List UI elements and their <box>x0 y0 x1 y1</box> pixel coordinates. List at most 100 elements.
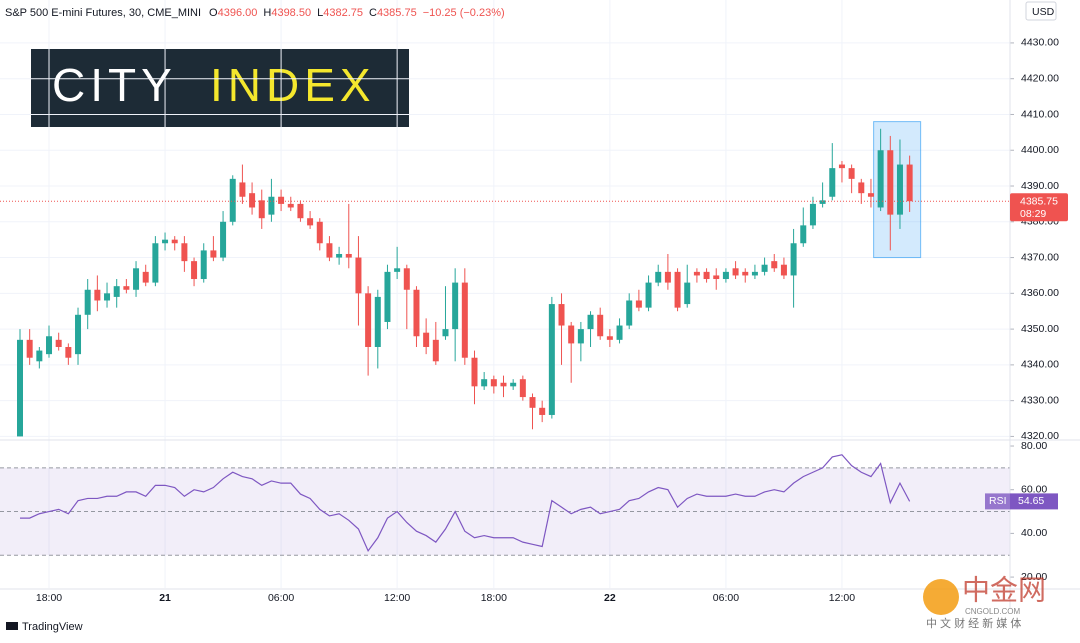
countdown: 08:29 <box>1020 208 1046 220</box>
header-part: C <box>369 7 377 19</box>
candle-body <box>268 196 275 215</box>
candle-body <box>471 357 478 387</box>
candle-body <box>123 286 130 290</box>
y-tick-label: 4400.00 <box>1021 144 1059 156</box>
x-tick-label: 18:00 <box>36 592 62 604</box>
candle-body <box>558 304 565 326</box>
candle-body <box>577 329 584 344</box>
x-tick-label: 06:00 <box>713 592 739 604</box>
candle-body <box>684 282 691 305</box>
candle-body <box>336 253 343 258</box>
rsi-value: 54.65 <box>1018 495 1044 507</box>
candle-body <box>355 257 362 294</box>
y-tick-label: 4410.00 <box>1021 108 1059 120</box>
y-tick-label: 20.00 <box>1021 571 1047 583</box>
candle-body <box>771 261 778 269</box>
logo-word: CITY <box>52 59 177 111</box>
x-tick-label: 22 <box>604 592 616 604</box>
candle-body <box>297 203 304 219</box>
candle-body <box>307 218 314 226</box>
candle-body <box>597 314 604 337</box>
candle-body <box>46 336 53 355</box>
candle-body <box>693 271 700 276</box>
y-tick-label: 40.00 <box>1021 527 1047 539</box>
header: S&P 500 E-mini Futures, 30, CME_MINI O439… <box>5 7 505 19</box>
candle-body <box>113 286 120 297</box>
candle-body <box>664 271 671 283</box>
candle-body <box>287 203 294 208</box>
candle-body <box>152 243 159 283</box>
candle-body <box>887 150 894 215</box>
y-tick-label: 4320.00 <box>1021 430 1059 442</box>
candle-body <box>761 264 768 272</box>
candle-body <box>790 243 797 276</box>
candle-body <box>26 339 33 358</box>
candle-body <box>210 250 217 258</box>
candle-body <box>713 275 720 280</box>
candle-body <box>867 193 874 197</box>
watermark-logo <box>923 579 959 615</box>
candle-body <box>906 164 913 202</box>
candle-body <box>278 196 285 204</box>
rsi-badge <box>1010 493 1058 510</box>
header-part: 4396.00 <box>218 7 258 19</box>
candle-body <box>374 296 381 347</box>
candle-body <box>133 268 140 290</box>
candle-body <box>606 336 613 340</box>
candle-body <box>384 271 391 322</box>
candle-body <box>635 300 642 308</box>
candle-body <box>191 261 198 280</box>
header-part: 4385.75 <box>377 7 417 19</box>
watermark: 中 文 财 经 新 媒 体 <box>926 616 1021 630</box>
candle-body <box>510 382 517 387</box>
rsi-line <box>20 454 911 553</box>
candle-body <box>239 182 246 197</box>
y-tick-label: 4420.00 <box>1021 72 1059 84</box>
candle-body <box>200 250 207 280</box>
candle-body <box>442 329 449 337</box>
candle-body <box>55 339 62 347</box>
candle-body <box>548 304 555 415</box>
currency: USD <box>1032 6 1055 18</box>
candle-body <box>394 268 401 272</box>
x-tick-label: 12:00 <box>829 592 855 604</box>
header-part: H <box>263 7 271 19</box>
candle-body <box>461 282 468 358</box>
header-part: S&P 500 E-mini Futures, 30, CME_MINI <box>5 7 201 19</box>
candle-body <box>316 221 323 244</box>
y-tick-label: 60.00 <box>1021 483 1047 495</box>
candle-body <box>413 289 420 337</box>
y-tick-label: 4390.00 <box>1021 180 1059 192</box>
candle-body <box>819 200 826 204</box>
watermark: CNGOLD.COM <box>965 607 1020 616</box>
candle-body <box>780 264 787 276</box>
candle-body <box>249 193 256 208</box>
candle-body <box>365 293 372 347</box>
y-tick-label: 4430.00 <box>1021 37 1059 49</box>
y-tick-label: 80.00 <box>1021 440 1047 452</box>
candle-body <box>858 182 865 194</box>
header-part: L <box>317 7 323 19</box>
candle-body <box>142 271 149 283</box>
candle-body <box>258 200 265 219</box>
candle-body <box>800 225 807 244</box>
candle-body <box>423 332 430 347</box>
y-tick-label: 4360.00 <box>1021 287 1059 299</box>
candle-body <box>674 271 681 308</box>
candle-body <box>848 168 855 179</box>
candle-body <box>877 150 884 208</box>
candle-body <box>65 346 72 358</box>
candle-body <box>490 379 497 387</box>
x-tick-label: 21 <box>159 592 171 604</box>
candle-body <box>345 253 352 258</box>
candle-body <box>519 379 526 398</box>
y-tick-label: 4350.00 <box>1021 323 1059 335</box>
candle-body <box>655 271 662 283</box>
candle-body <box>162 239 169 244</box>
header-part: 4398.50 <box>271 7 311 19</box>
candle-body <box>809 203 816 226</box>
candle-body <box>84 289 91 315</box>
y-tick-label: 4340.00 <box>1021 359 1059 371</box>
candle-body <box>181 243 188 262</box>
candle-body <box>529 397 536 408</box>
